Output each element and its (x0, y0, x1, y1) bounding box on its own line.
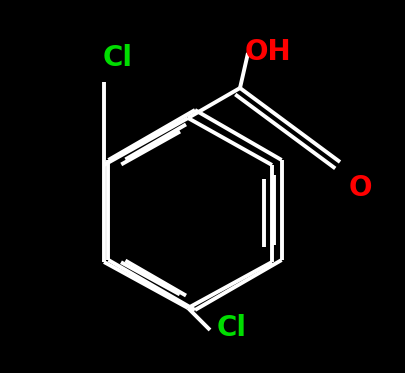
Text: Cl: Cl (216, 314, 246, 342)
Text: Cl: Cl (103, 44, 133, 72)
Text: O: O (347, 174, 371, 202)
Text: OH: OH (244, 38, 291, 66)
